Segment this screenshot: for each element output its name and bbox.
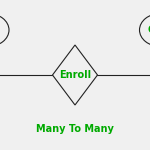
Polygon shape: [52, 45, 98, 105]
Text: Many To Many: Many To Many: [36, 124, 114, 134]
Text: C: C: [148, 25, 150, 35]
Text: Enroll: Enroll: [59, 70, 91, 80]
